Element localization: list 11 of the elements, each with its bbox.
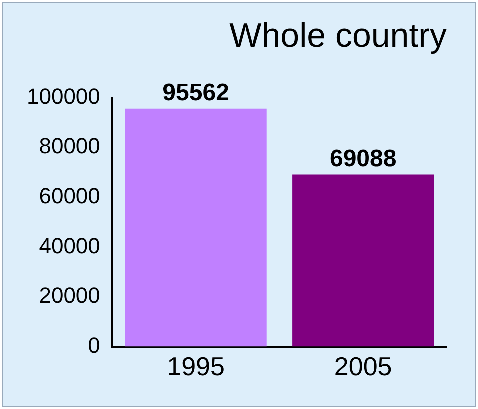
x-tick-label: 1995 xyxy=(167,352,225,382)
y-tick-label: 80000 xyxy=(39,134,100,159)
x-tick-label: 2005 xyxy=(334,352,392,382)
y-tick-label: 40000 xyxy=(39,233,100,258)
y-tick-label: 0 xyxy=(88,332,100,358)
chart-title: Whole country xyxy=(230,16,447,55)
data-label: 95562 xyxy=(162,79,230,106)
y-tick-label: 20000 xyxy=(39,283,100,308)
y-tick-label: 100000 xyxy=(26,84,100,109)
data-label: 69088 xyxy=(330,145,397,172)
y-tick-label: 60000 xyxy=(39,183,100,208)
